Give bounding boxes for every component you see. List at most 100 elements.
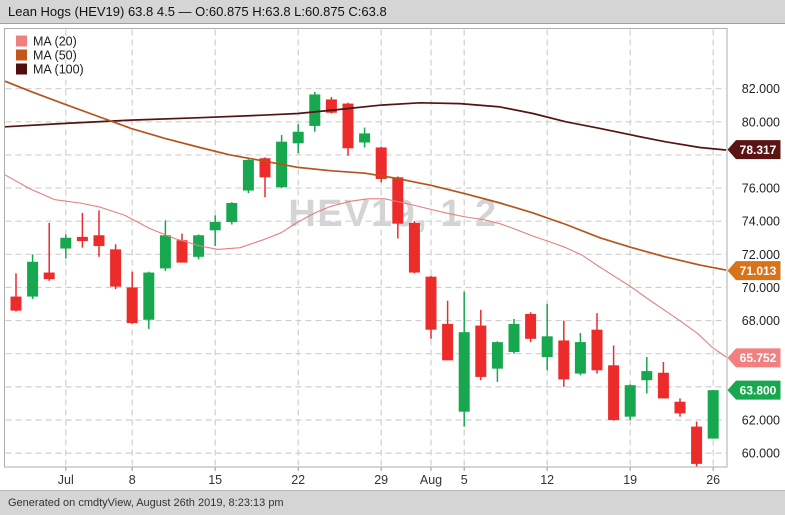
y-axis-label: 82.000 [742, 82, 780, 96]
candle-body [292, 131, 304, 144]
y-axis-label: 76.000 [742, 182, 780, 196]
y-axis-label: 74.000 [742, 215, 780, 229]
candle [442, 300, 454, 361]
price-badge-label: 71.013 [740, 264, 777, 278]
candle-body [242, 159, 254, 191]
candle [259, 157, 271, 198]
candle-body [10, 296, 22, 311]
candle [392, 176, 404, 239]
candle-body [342, 103, 354, 149]
candle-body [325, 99, 337, 113]
candle [491, 341, 503, 382]
candle [525, 312, 537, 343]
y-axis-label: 70.000 [742, 281, 780, 295]
y-axis-label: 72.000 [742, 248, 780, 262]
candle [60, 234, 72, 259]
legend-label: MA (50) [33, 49, 77, 63]
price-badge-shape [727, 140, 781, 160]
ma50-line [4, 80, 727, 271]
candle [574, 333, 586, 376]
candle-body [392, 177, 404, 224]
generated-timestamp: Generated on cmdtyView, August 26th 2019… [8, 497, 284, 509]
candle-body [691, 426, 703, 464]
candle-body [93, 235, 105, 247]
candle [541, 304, 553, 371]
candle-body [591, 329, 603, 371]
candle [691, 421, 703, 467]
candle [558, 320, 570, 387]
x-axis-label: Aug [420, 473, 442, 487]
price-badge: 71.013 [727, 261, 781, 281]
title-bar: Lean Hogs (HEV19) 63.8 4.5 — O:60.875 H:… [0, 0, 785, 24]
ma100-line [4, 101, 727, 151]
candle [608, 345, 620, 421]
y-axis-label: 62.000 [742, 413, 780, 427]
candle-body [359, 133, 371, 143]
candle [408, 221, 420, 274]
candle-body [541, 336, 553, 358]
candle [110, 244, 122, 290]
candle [342, 102, 354, 156]
candle-body [76, 236, 88, 242]
candle-body [209, 222, 221, 231]
ma20-line [4, 174, 727, 358]
candle [226, 202, 238, 225]
candle-body [425, 276, 437, 330]
x-axis-label: 12 [540, 473, 554, 487]
candle-body [674, 401, 686, 414]
legend-label: MA (100) [33, 63, 84, 77]
candle [359, 127, 371, 148]
candle-body [574, 342, 586, 374]
candle-body [442, 323, 454, 361]
legend-label: MA (20) [33, 35, 77, 49]
candle-body [641, 371, 653, 381]
candle-body [143, 272, 155, 320]
x-axis-label: Jul [58, 473, 74, 487]
candle-body [458, 332, 470, 412]
candle [93, 210, 105, 257]
candle [508, 318, 520, 354]
candle-body [408, 222, 420, 273]
x-axis-label: 22 [291, 473, 305, 487]
candle-body [624, 385, 636, 417]
candle-body [491, 342, 503, 369]
x-axis-label: 5 [461, 473, 468, 487]
x-axis-label: 29 [374, 473, 388, 487]
price-badge: 63.800 [727, 380, 781, 400]
legend-swatch-icon [16, 49, 27, 61]
candle-body [375, 147, 387, 179]
candle [674, 398, 686, 417]
y-axis-label: 80.000 [742, 115, 780, 129]
candle [624, 384, 636, 420]
y-axis-label: 60.000 [742, 447, 780, 461]
candlestick-chart: HEV19, 1 282.00080.00076.00074.00072.000… [4, 28, 781, 487]
x-axis-label: 19 [623, 473, 637, 487]
x-axis-label: 26 [706, 473, 720, 487]
candle [143, 271, 155, 329]
candle-body [110, 249, 122, 287]
candle-body [176, 240, 188, 263]
price-badge-shape [727, 348, 781, 368]
candle [657, 361, 669, 399]
candle [27, 254, 39, 300]
candle-body [159, 235, 171, 269]
candle [707, 390, 719, 439]
y-axis-label: 68.000 [742, 314, 780, 328]
price-badge-label: 63.800 [740, 383, 777, 397]
candle-body [475, 325, 487, 377]
candle [159, 220, 171, 271]
candle [76, 212, 88, 248]
price-badge: 78.317 [727, 140, 781, 160]
chart-area: HEV19, 1 2 82.000 80.000 76.000 74.000 72.000… [0, 24, 785, 490]
candle-body [27, 261, 39, 297]
price-badge-label: 65.752 [740, 351, 777, 365]
candle-body [259, 158, 271, 178]
legend-item: MA (20) [16, 35, 77, 49]
legend-item: MA (50) [16, 49, 77, 63]
candle-body [508, 323, 520, 353]
legend-swatch-icon [16, 63, 27, 75]
candle-body [608, 365, 620, 420]
plot-border [4, 28, 728, 468]
x-axis-label: 15 [208, 473, 222, 487]
